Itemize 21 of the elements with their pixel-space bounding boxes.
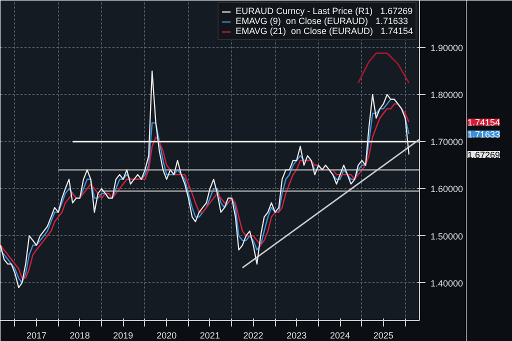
x-tick-label: 2017 <box>26 330 46 340</box>
y-tick-label: 1.50000 <box>430 231 464 242</box>
text: 1.71633 <box>468 129 500 140</box>
text: 1.74154 <box>468 118 500 128</box>
x-tick-label: 2018 <box>70 330 90 340</box>
x-tick-label: 2019 <box>113 330 134 340</box>
x-tick-label: 2021 <box>200 330 220 340</box>
legend-label: EMAVG (21) on Close (EURAUD) 1.74154 <box>236 26 413 36</box>
legend-label: EMAVG (9) on Close (EURAUD) 1.71633 <box>236 16 408 26</box>
y-tick-label: 1.40000 <box>430 278 464 288</box>
y-tick-label: 1.90000 <box>430 43 464 54</box>
y-tick-label: 1.80000 <box>430 90 464 100</box>
y-tick-label: 1.70000 <box>430 137 464 148</box>
x-tick-label: 2025 <box>373 330 394 340</box>
y-tick-label: 1.60000 <box>430 184 464 194</box>
text: 1.67269 <box>468 150 500 160</box>
x-tick-label: 2024 <box>330 330 350 340</box>
x-tick-label: 2022 <box>243 330 264 340</box>
x-tick-label: 2020 <box>156 330 177 340</box>
x-tick-label: 2023 <box>286 330 307 340</box>
legend-label: EURAUD Curncy - Last Price (R1) 1.67269 <box>236 6 413 16</box>
